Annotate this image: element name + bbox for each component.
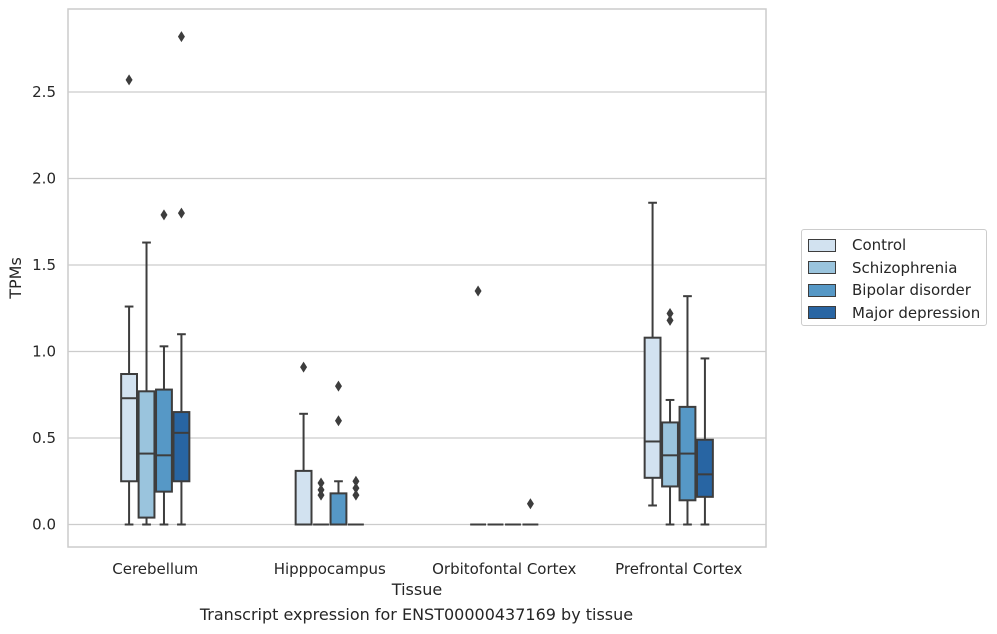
legend-item-control: Control — [808, 236, 906, 254]
legend-label-major-depression: Major depression — [852, 303, 981, 322]
y-tick-label: 1.5 — [32, 256, 56, 274]
y-tick-label: 1.0 — [32, 343, 56, 361]
outlier-point — [125, 74, 133, 86]
box-iqr — [294, 469, 313, 526]
outlier-point — [160, 209, 168, 221]
box-iqr — [172, 411, 191, 483]
outlier-point — [300, 361, 308, 373]
box-1-2 — [329, 380, 348, 526]
x-tick-label: Orbitofontal Cortex — [432, 560, 576, 578]
tick-layer: 0.0 0.5 1.0 1.5 2.0 2.5 Cerebellum Hipppocampus… — [32, 83, 742, 578]
y-tick-label: 2.5 — [32, 83, 56, 101]
outlier-point — [352, 482, 360, 494]
outlier-point — [474, 285, 482, 297]
outlier-point — [317, 477, 325, 489]
outlier-point — [666, 307, 674, 319]
box-3-0 — [643, 201, 662, 507]
legend-swatch-bipolar-disorder — [808, 283, 836, 297]
outlier-point — [334, 380, 342, 392]
legend-item-schizophrenia: Schizophrenia — [808, 259, 957, 277]
outlier-point — [177, 207, 185, 219]
x-tick-label: Cerebellum — [112, 560, 198, 578]
outlier-point — [352, 475, 360, 487]
legend-item-bipolar-disorder: Bipolar disorder — [808, 281, 971, 299]
box-3-1 — [661, 307, 679, 526]
x-axis-label: Tissue — [391, 580, 442, 599]
legend: Control Schizophrenia Bipolar disorder M… — [801, 229, 987, 326]
plot-frame — [67, 8, 767, 548]
box-iqr — [155, 388, 173, 493]
box-3-3 — [696, 357, 714, 526]
legend-label-schizophrenia: Schizophrenia — [852, 258, 958, 277]
box-2-0 — [470, 285, 486, 526]
legend-swatch-major-depression — [808, 306, 836, 319]
y-tick-label: 0.0 — [32, 516, 56, 534]
box-0-1 — [137, 241, 156, 526]
chart-caption: Transcript expression for ENST0000043716… — [199, 605, 634, 624]
box-layer — [120, 31, 714, 526]
box-iqr — [120, 373, 139, 483]
box-iqr — [696, 438, 714, 498]
box-1-3 — [348, 475, 364, 526]
box-0-3 — [172, 31, 191, 526]
outlier-point — [526, 498, 534, 510]
box-iqr — [643, 336, 662, 479]
legend-label-bipolar-disorder: Bipolar disorder — [852, 281, 971, 299]
x-tick-label: Prefrontal Cortex — [615, 560, 742, 578]
y-axis-label: TPMs — [6, 257, 25, 300]
y-tick-label: 2.0 — [32, 170, 56, 188]
legend-swatch-schizophrenia — [808, 261, 836, 274]
y-tick-label: 0.5 — [32, 429, 56, 447]
box-2-3 — [522, 498, 539, 526]
legend-item-major-depression: Major depression — [808, 304, 980, 322]
box-0-2 — [155, 209, 173, 526]
box-iqr — [329, 492, 348, 526]
box-3-2 — [678, 295, 697, 526]
outlier-point — [666, 314, 674, 326]
outlier-point — [177, 31, 185, 43]
box-1-1 — [313, 477, 329, 526]
box-0-0 — [120, 74, 139, 526]
outlier-point — [352, 489, 360, 501]
legend-label-control: Control — [852, 236, 907, 254]
legend-swatch-control — [808, 238, 836, 252]
outlier-point — [317, 489, 325, 501]
box-1-0 — [294, 361, 313, 526]
outlier-point — [334, 415, 342, 427]
x-tick-label: Hipppocampus — [274, 560, 386, 578]
